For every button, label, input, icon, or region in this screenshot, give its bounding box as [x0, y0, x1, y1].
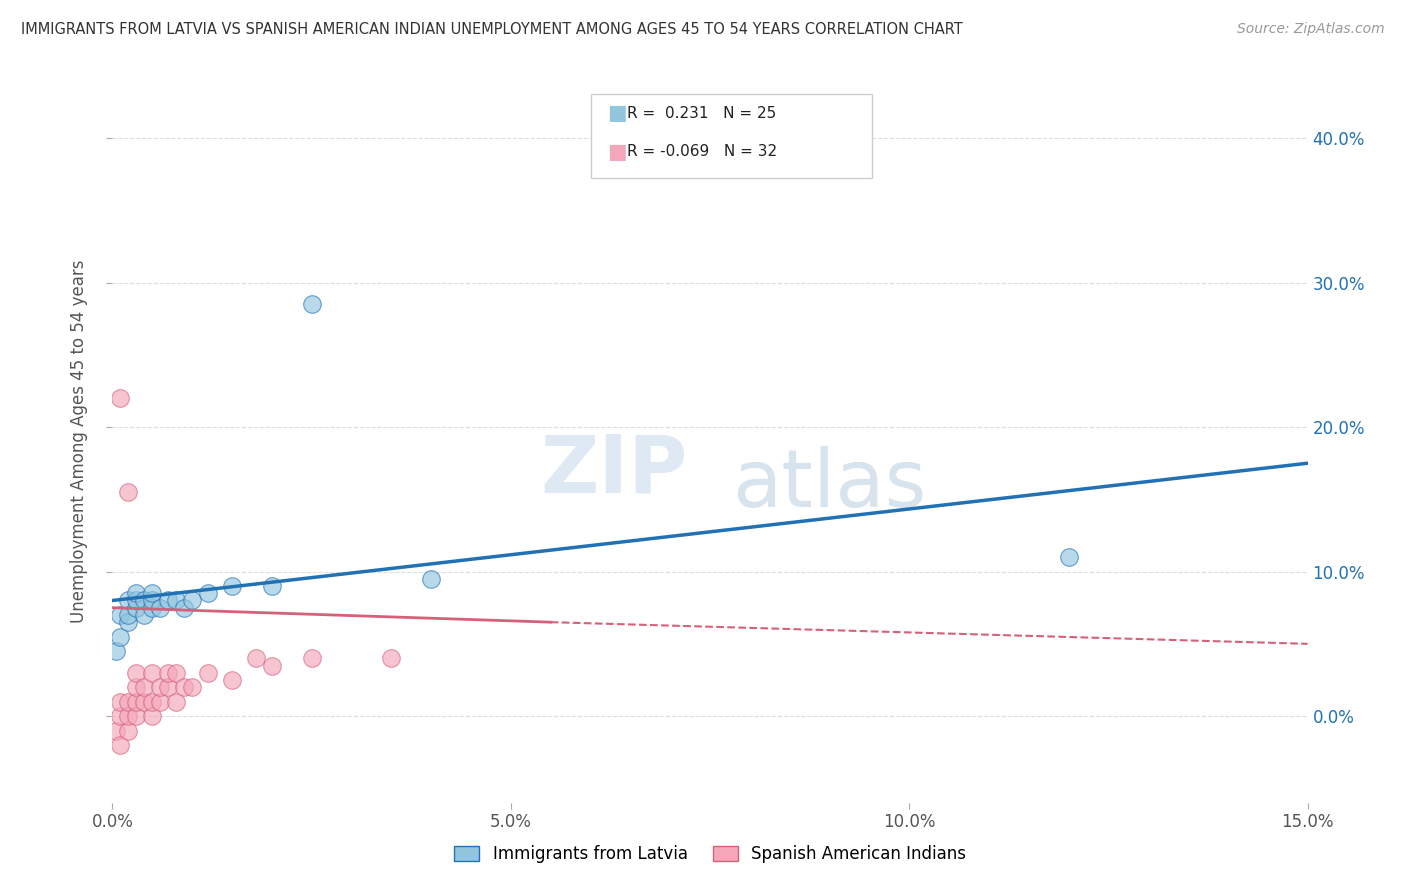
Point [110, 709, 132, 723]
Point [245, 651, 267, 665]
Point [173, 600, 195, 615]
Y-axis label: Unemployment Among Ages 45 to 54 years: Unemployment Among Ages 45 to 54 years [70, 260, 89, 624]
Point [221, 673, 243, 687]
Point [134, 593, 156, 607]
Point [141, 593, 163, 607]
Point [197, 665, 219, 680]
Text: R = -0.069   N = 32: R = -0.069 N = 32 [627, 145, 778, 159]
Point [301, 297, 323, 311]
Point [173, 680, 195, 694]
Point [157, 665, 180, 680]
Point [134, 680, 156, 694]
Point [117, 615, 139, 630]
Point [221, 579, 243, 593]
Point [141, 600, 163, 615]
Text: Source: ZipAtlas.com: Source: ZipAtlas.com [1237, 22, 1385, 37]
Legend: Immigrants from Latvia, Spanish American Indians: Immigrants from Latvia, Spanish American… [454, 845, 966, 863]
Point [125, 695, 148, 709]
Point [117, 709, 139, 723]
Point [149, 695, 172, 709]
Text: R =  0.231   N = 25: R = 0.231 N = 25 [627, 106, 776, 120]
Point [380, 651, 402, 665]
Text: ZIP: ZIP [541, 432, 688, 509]
Point [110, 695, 132, 709]
Point [165, 665, 187, 680]
Point [134, 607, 156, 622]
Point [141, 665, 163, 680]
Point [165, 593, 187, 607]
Point [125, 593, 148, 607]
Point [105, 644, 128, 658]
Point [141, 709, 163, 723]
Point [260, 579, 283, 593]
Point [117, 695, 139, 709]
Point [157, 680, 180, 694]
Point [181, 680, 204, 694]
Point [141, 586, 163, 600]
Point [420, 572, 443, 586]
Point [165, 695, 187, 709]
Point [197, 586, 219, 600]
Point [134, 695, 156, 709]
Point [1057, 550, 1080, 565]
Point [117, 607, 139, 622]
Point [117, 485, 139, 500]
Point [141, 695, 163, 709]
Point [125, 680, 148, 694]
Text: IMMIGRANTS FROM LATVIA VS SPANISH AMERICAN INDIAN UNEMPLOYMENT AMONG AGES 45 TO : IMMIGRANTS FROM LATVIA VS SPANISH AMERIC… [21, 22, 963, 37]
Point [110, 630, 132, 644]
Point [125, 600, 148, 615]
Point [117, 593, 139, 607]
Point [149, 680, 172, 694]
Point [110, 738, 132, 752]
Point [125, 709, 148, 723]
Point [157, 593, 180, 607]
Point [125, 665, 148, 680]
Point [110, 607, 132, 622]
Text: ■: ■ [607, 142, 627, 161]
Point [125, 586, 148, 600]
Point [117, 723, 139, 738]
Text: atlas: atlas [733, 446, 927, 524]
Point [149, 600, 172, 615]
Text: ■: ■ [607, 103, 627, 123]
Point [181, 593, 204, 607]
Point [110, 391, 132, 405]
Point [260, 658, 283, 673]
Point [105, 723, 128, 738]
Point [301, 651, 323, 665]
